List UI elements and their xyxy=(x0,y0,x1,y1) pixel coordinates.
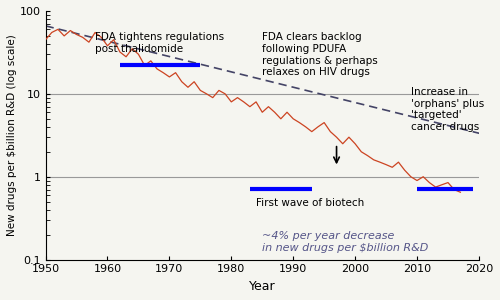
Text: FDA tightens regulations
post thalidomide: FDA tightens regulations post thalidomid… xyxy=(95,32,224,54)
Text: ~4% per year decrease
in new drugs per $billion R&D: ~4% per year decrease in new drugs per $… xyxy=(262,231,428,253)
Text: First wave of biotech: First wave of biotech xyxy=(256,198,364,208)
Y-axis label: New drugs per $billion R&D (log scale): New drugs per $billion R&D (log scale) xyxy=(7,34,17,236)
Text: FDA clears backlog
following PDUFA
regulations & perhaps
relaxes on HIV drugs: FDA clears backlog following PDUFA regul… xyxy=(262,32,378,77)
X-axis label: Year: Year xyxy=(249,280,276,293)
Text: Increase in
'orphans' plus
'targeted'
cancer drugs: Increase in 'orphans' plus 'targeted' ca… xyxy=(411,87,484,132)
